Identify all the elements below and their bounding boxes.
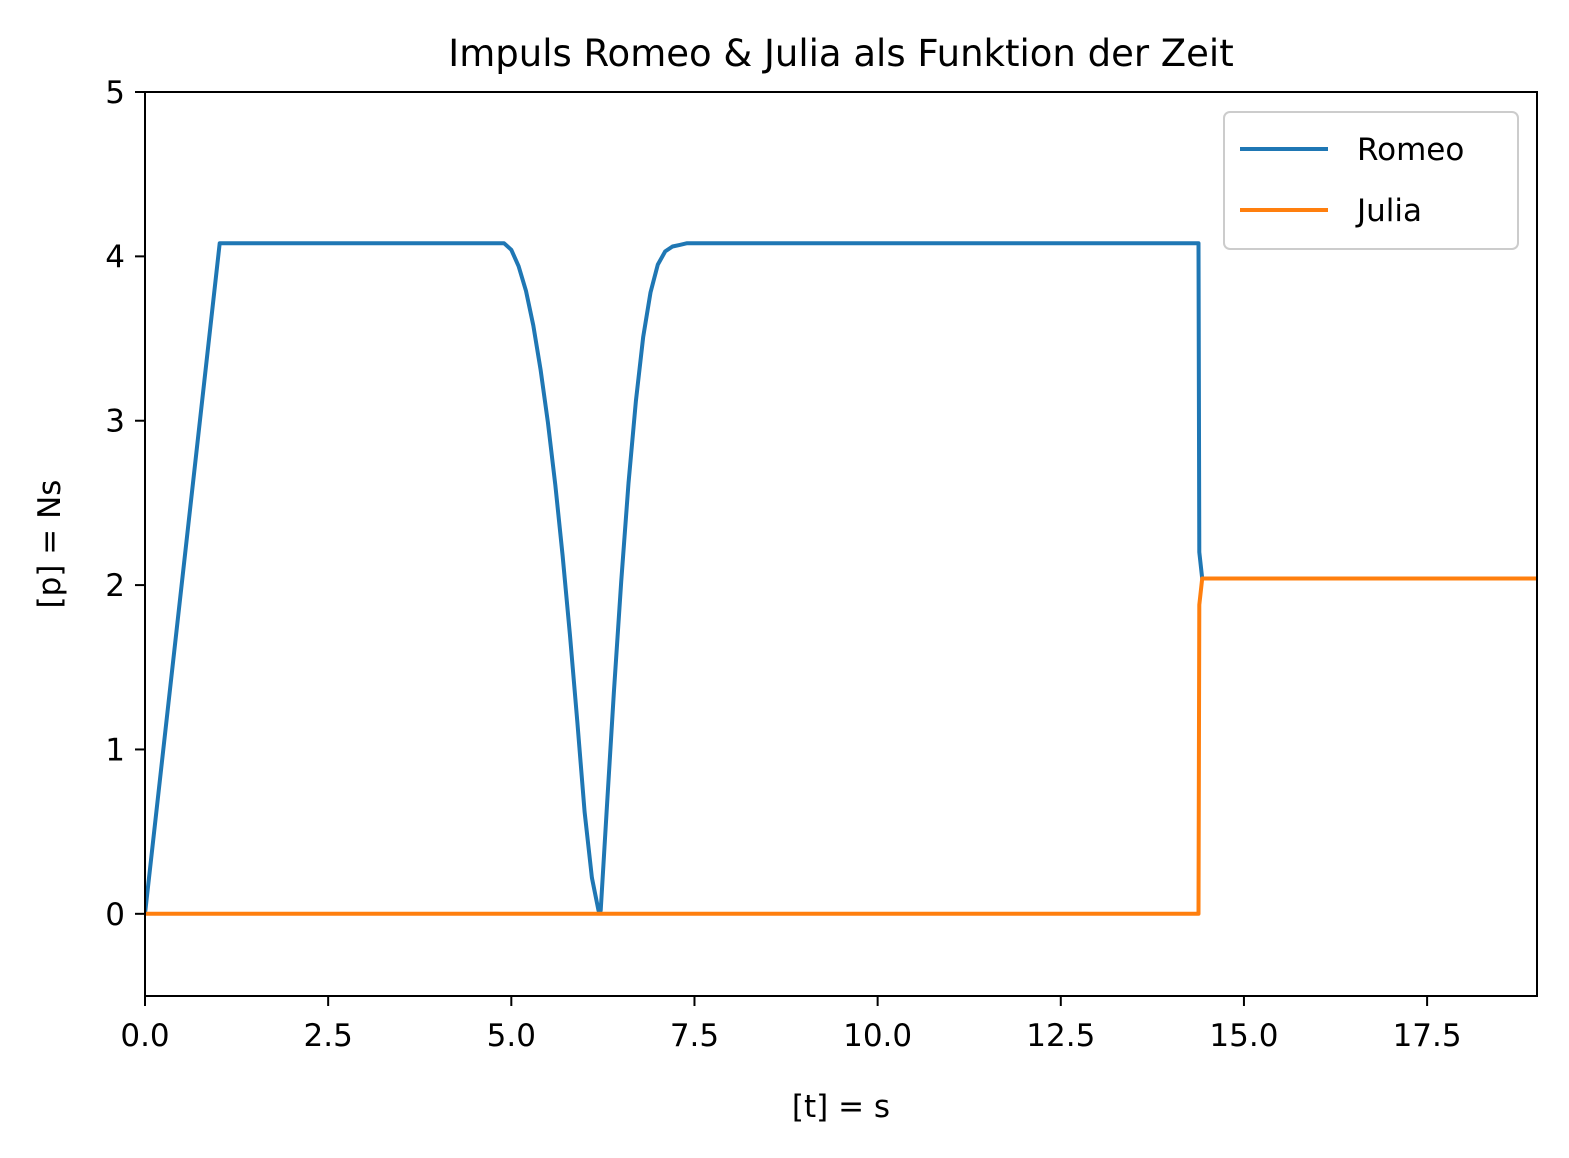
y-tick-label: 4 (105, 239, 125, 275)
x-axis: 0.0 2.5 5.0 7.5 10.0 12.5 15.0 17.5 (120, 996, 1462, 1054)
x-tick-label: 17.5 (1393, 1018, 1462, 1054)
x-tick-label: 12.5 (1026, 1018, 1095, 1054)
x-axis-label: [t] = s (792, 1089, 890, 1125)
legend-box (1223, 111, 1519, 250)
x-tick-label: 5.0 (487, 1018, 536, 1054)
series-layer (145, 241, 1537, 916)
legend: Romeo Julia (1223, 111, 1519, 250)
y-tick-label: 5 (105, 75, 125, 111)
x-tick-label: 15.0 (1209, 1018, 1278, 1054)
legend-label-julia: Julia (1355, 193, 1422, 229)
y-tick-label: 2 (105, 568, 125, 604)
plot-frame (144, 91, 1538, 997)
chart-title: Impuls Romeo & Julia als Funktion der Ze… (448, 32, 1233, 75)
y-axis-label: [p] = Ns (32, 480, 68, 609)
y-axis: 0 1 2 3 4 5 (105, 75, 145, 933)
y-tick-label: 3 (105, 404, 125, 440)
series-line-julia (145, 576, 1537, 916)
x-tick-label: 0.0 (120, 1018, 169, 1054)
y-tick-label: 0 (105, 897, 125, 933)
series-line-romeo (145, 241, 1537, 915)
x-tick-label: 7.5 (670, 1018, 719, 1054)
x-tick-label: 2.5 (304, 1018, 353, 1054)
y-tick-label: 1 (105, 732, 125, 768)
x-tick-label: 10.0 (843, 1018, 912, 1054)
legend-label-romeo: Romeo (1357, 132, 1464, 168)
